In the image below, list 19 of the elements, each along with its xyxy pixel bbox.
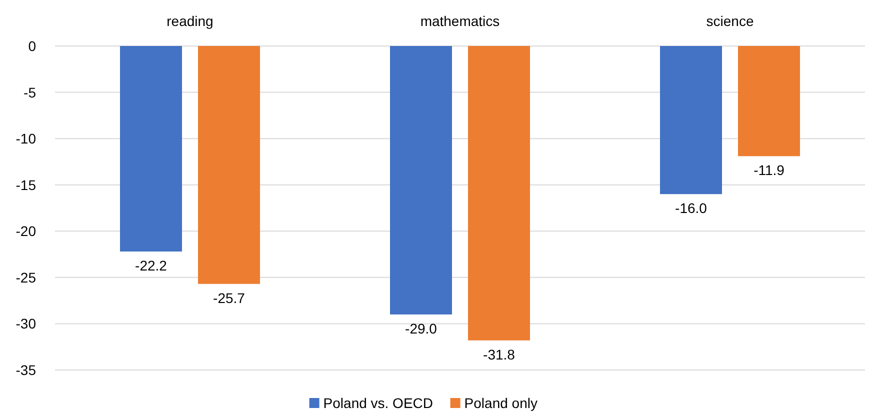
data-label: -31.8 — [483, 346, 516, 362]
x-tick-label: mathematics — [420, 13, 500, 29]
y-tick-label: -25 — [16, 269, 36, 286]
y-tick-label: 0 — [28, 38, 36, 54]
x-tick-label: reading — [166, 13, 214, 29]
legend-label: Poland vs. OECD — [323, 395, 434, 411]
y-tick-label: -35 — [16, 362, 36, 378]
x-tick-label: science — [706, 13, 754, 29]
y-tick-label: -10 — [16, 130, 36, 147]
data-label: -29.0 — [405, 320, 438, 336]
data-label: -11.9 — [754, 162, 785, 178]
y-tick-label: -20 — [16, 223, 36, 240]
y-tick-label: -5 — [24, 84, 36, 100]
data-label: -25.7 — [213, 290, 246, 306]
data-label: -16.0 — [675, 200, 708, 216]
y-tick-label: -30 — [16, 316, 36, 332]
data-label: -22.2 — [135, 258, 168, 274]
legend-label: Poland only — [464, 395, 538, 411]
y-tick-label: -15 — [16, 176, 36, 193]
